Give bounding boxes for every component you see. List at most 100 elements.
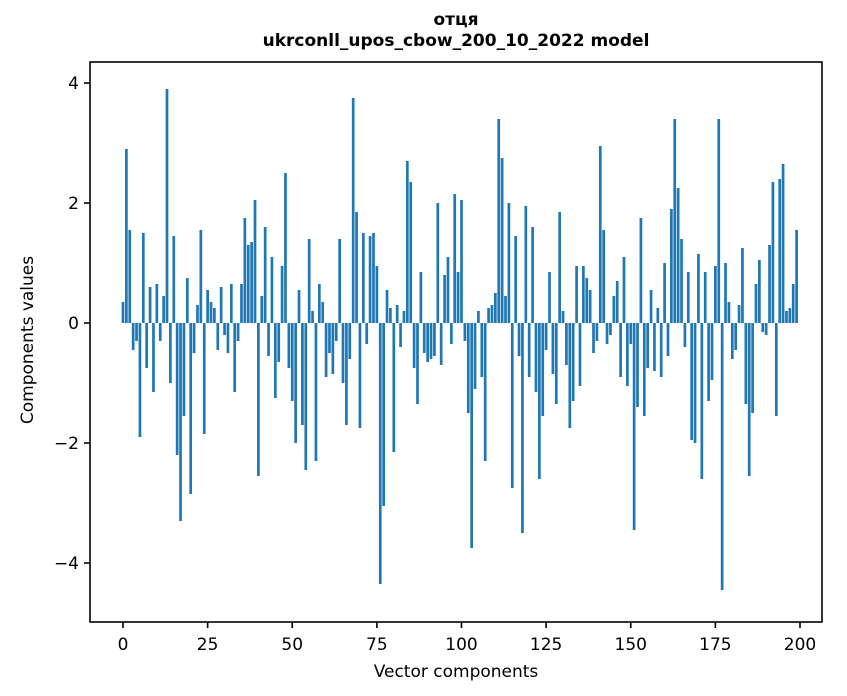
bar [399,323,402,347]
bar [676,188,680,323]
bar [524,206,528,323]
bar [609,323,612,335]
bar [135,323,138,341]
bar [368,236,372,323]
bar [223,323,226,335]
bar [287,323,291,368]
bar [737,305,741,323]
y-tick-label: −4 [54,554,79,574]
bar [263,227,267,323]
y-tick-label: 0 [68,314,79,334]
bar [534,323,538,392]
bar [666,323,670,356]
bar [351,98,355,323]
bar [710,323,714,380]
bar [243,218,247,323]
bar [561,311,565,323]
bar [791,284,795,323]
bar [751,323,754,413]
bar [686,272,690,323]
bar [250,242,253,323]
bar [148,287,152,323]
bar [328,323,331,353]
bar [240,284,243,323]
bar [639,218,643,323]
bar [656,308,660,323]
bar [707,323,710,401]
bar [202,323,206,434]
bar [260,296,264,323]
bar [764,323,768,335]
bar [700,323,704,479]
bar [141,233,145,323]
bar [487,308,490,323]
bar [517,323,521,356]
bar [277,323,281,362]
bar [466,323,470,413]
bar [781,164,785,323]
bar [341,323,345,383]
bar [348,323,352,359]
bar [463,323,467,341]
bar [125,149,128,323]
bar [395,305,399,323]
bar [409,182,413,323]
bar [219,287,223,323]
bar [734,323,738,350]
bar [615,281,619,323]
bar [619,323,622,377]
y-tick-label: −2 [54,434,79,454]
bar [598,146,602,323]
bar [622,257,626,323]
bar [659,323,663,377]
bar [646,323,650,368]
bar [372,233,375,323]
bar [697,254,700,323]
bar [301,323,304,425]
bar [358,323,362,428]
bar [311,311,314,323]
bar [747,323,751,476]
bar [703,272,707,323]
bar [592,323,595,353]
bar [761,323,765,332]
bar [355,212,358,323]
bar [213,308,216,323]
bar [317,284,321,323]
bar [477,311,480,323]
bar [795,230,798,323]
bar [449,323,453,344]
bar [497,119,501,323]
bar [663,263,666,323]
bar [405,161,409,323]
bar [490,305,494,323]
bar [416,323,419,404]
bar [649,290,653,323]
bar [257,323,260,476]
bar [575,266,578,323]
bar [236,323,240,341]
bar [527,323,531,377]
bar [554,323,558,404]
bar [507,203,511,323]
bar [392,323,396,452]
bar [541,323,545,416]
bar [500,158,504,323]
x-tick-label: 0 [118,635,129,655]
bar [788,308,792,323]
bar [514,236,518,323]
bar [548,272,551,323]
bar [436,203,440,323]
y-axis-label: Components values [18,255,38,425]
bar [321,302,325,323]
bar [544,323,548,350]
bar [605,323,609,344]
bar [483,323,487,461]
bar [626,323,629,386]
bar [531,227,534,323]
bar [426,323,429,362]
bar [453,194,457,323]
bar [714,266,717,323]
